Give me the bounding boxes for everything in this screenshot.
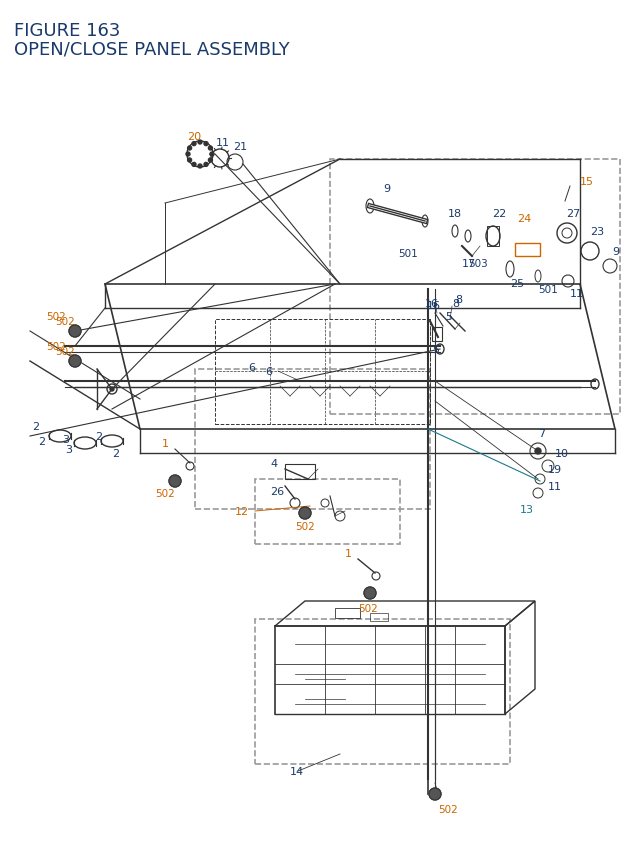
Text: 1: 1 — [345, 548, 352, 558]
Circle shape — [188, 158, 191, 163]
Text: 502: 502 — [438, 804, 458, 814]
Text: 9: 9 — [383, 183, 390, 194]
Text: 502: 502 — [55, 347, 75, 356]
Text: 2: 2 — [112, 449, 119, 458]
Text: 24: 24 — [517, 214, 531, 224]
Text: 8: 8 — [452, 299, 459, 308]
Bar — [335, 608, 360, 618]
Text: 7: 7 — [538, 429, 545, 438]
Circle shape — [535, 449, 541, 455]
Circle shape — [209, 158, 212, 163]
Text: 14: 14 — [290, 766, 304, 776]
Text: 15: 15 — [580, 177, 594, 187]
Text: 502: 502 — [55, 317, 75, 326]
Text: 8: 8 — [455, 294, 462, 305]
Text: 3: 3 — [62, 435, 69, 444]
Text: 2: 2 — [38, 437, 45, 447]
Text: 5: 5 — [445, 312, 452, 322]
Circle shape — [69, 325, 81, 338]
Circle shape — [210, 152, 214, 157]
Circle shape — [364, 587, 376, 599]
Circle shape — [110, 387, 114, 392]
Text: 502: 502 — [358, 604, 378, 613]
Text: 6: 6 — [265, 367, 272, 376]
Text: 27: 27 — [566, 208, 580, 219]
Text: 503: 503 — [468, 258, 488, 269]
Circle shape — [299, 507, 311, 519]
Circle shape — [198, 141, 202, 145]
Circle shape — [169, 475, 181, 487]
Text: 18: 18 — [448, 208, 462, 219]
Text: 1: 1 — [162, 438, 169, 449]
Bar — [487, 226, 499, 247]
Text: 4: 4 — [270, 458, 277, 468]
Text: 11: 11 — [548, 481, 562, 492]
Text: 2: 2 — [95, 431, 102, 442]
Circle shape — [204, 164, 208, 167]
Text: 9: 9 — [612, 247, 619, 257]
Text: FIGURE 163: FIGURE 163 — [14, 22, 120, 40]
Bar — [370, 613, 388, 622]
Circle shape — [186, 152, 190, 157]
Text: 502: 502 — [155, 488, 175, 499]
Text: 25: 25 — [510, 279, 524, 288]
Circle shape — [209, 147, 212, 151]
Text: 23: 23 — [590, 226, 604, 237]
Text: 16: 16 — [427, 300, 441, 311]
Text: 502: 502 — [295, 522, 315, 531]
Circle shape — [188, 147, 191, 151]
Text: 11: 11 — [570, 288, 584, 299]
Text: 11: 11 — [216, 138, 230, 148]
Circle shape — [192, 164, 196, 167]
Text: 13: 13 — [520, 505, 534, 514]
Bar — [432, 328, 442, 342]
Text: 22: 22 — [492, 208, 506, 219]
Text: 16: 16 — [425, 299, 439, 308]
Circle shape — [198, 164, 202, 169]
Circle shape — [204, 142, 208, 146]
Text: 21: 21 — [233, 142, 247, 152]
Text: 10: 10 — [555, 449, 569, 458]
Text: 502: 502 — [46, 342, 66, 351]
Text: 20: 20 — [187, 132, 201, 142]
Bar — [285, 464, 315, 480]
Text: 501: 501 — [398, 249, 418, 258]
Text: 12: 12 — [235, 506, 249, 517]
Text: 502: 502 — [46, 312, 66, 322]
Text: 19: 19 — [548, 464, 562, 474]
Text: 501: 501 — [538, 285, 557, 294]
Text: 26: 26 — [270, 486, 284, 497]
Circle shape — [69, 356, 81, 368]
Text: OPEN/CLOSE PANEL ASSEMBLY: OPEN/CLOSE PANEL ASSEMBLY — [14, 40, 290, 58]
Text: 5: 5 — [432, 344, 439, 355]
Circle shape — [192, 142, 196, 146]
Text: 3: 3 — [65, 444, 72, 455]
Text: 17: 17 — [462, 258, 476, 269]
Text: 2: 2 — [32, 422, 39, 431]
Circle shape — [429, 788, 441, 800]
Text: 6: 6 — [248, 362, 255, 373]
